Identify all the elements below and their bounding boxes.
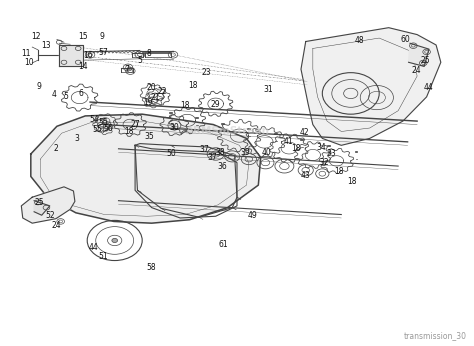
Text: 19: 19 <box>143 98 153 107</box>
Text: 58: 58 <box>146 263 155 272</box>
Text: 24: 24 <box>51 221 61 230</box>
Text: 25: 25 <box>34 198 44 207</box>
Text: ARMSmStrean: ARMSmStrean <box>185 127 270 136</box>
Text: 9: 9 <box>37 82 42 91</box>
Text: 6: 6 <box>78 89 83 98</box>
Text: 37: 37 <box>207 153 217 162</box>
Text: 21: 21 <box>151 93 160 102</box>
Text: 48: 48 <box>355 36 364 45</box>
Text: 34: 34 <box>316 143 326 152</box>
Text: 50: 50 <box>167 149 176 158</box>
Text: 32: 32 <box>320 158 329 167</box>
Text: 16: 16 <box>83 51 92 60</box>
Text: 18: 18 <box>347 177 356 186</box>
Text: 15: 15 <box>78 32 88 41</box>
Text: 56: 56 <box>103 124 113 133</box>
Text: 44: 44 <box>424 83 434 92</box>
Text: 14: 14 <box>78 62 88 71</box>
Text: 5: 5 <box>63 92 68 101</box>
Text: transmission_30: transmission_30 <box>404 331 467 340</box>
Text: 8: 8 <box>147 49 152 58</box>
Text: 18: 18 <box>189 81 198 90</box>
Text: 43: 43 <box>301 171 310 180</box>
Text: 40: 40 <box>262 148 271 157</box>
Text: 37: 37 <box>200 145 210 154</box>
Text: 2: 2 <box>54 144 58 153</box>
Text: 13: 13 <box>41 41 51 50</box>
Circle shape <box>112 238 118 243</box>
Text: 10: 10 <box>25 58 34 67</box>
Text: 31: 31 <box>263 85 273 94</box>
Polygon shape <box>21 187 75 223</box>
Text: 54: 54 <box>89 115 99 124</box>
Text: 55: 55 <box>92 125 102 134</box>
Text: 29: 29 <box>211 100 220 109</box>
Text: 49: 49 <box>247 211 257 220</box>
Text: 18: 18 <box>124 127 134 136</box>
Text: 44: 44 <box>89 243 99 252</box>
Text: 61: 61 <box>219 240 228 249</box>
Polygon shape <box>59 45 83 66</box>
Text: 41: 41 <box>283 137 293 146</box>
Text: 42: 42 <box>300 128 309 137</box>
Text: 23: 23 <box>201 68 211 77</box>
Text: 25: 25 <box>421 56 430 65</box>
Text: 36: 36 <box>217 162 227 171</box>
Text: 22: 22 <box>157 87 167 96</box>
Text: 18: 18 <box>180 101 190 110</box>
Text: 33: 33 <box>326 149 336 158</box>
Text: 51: 51 <box>99 252 108 261</box>
Text: 18: 18 <box>334 167 344 176</box>
Text: 9: 9 <box>100 32 104 41</box>
Text: 20: 20 <box>147 83 156 92</box>
Text: 57: 57 <box>99 48 108 57</box>
Text: 24: 24 <box>411 66 421 75</box>
Text: 3: 3 <box>74 134 79 143</box>
Text: 27: 27 <box>130 120 140 129</box>
Text: 30: 30 <box>170 123 179 132</box>
Text: 38: 38 <box>216 148 225 157</box>
Polygon shape <box>409 43 429 66</box>
Polygon shape <box>31 114 261 223</box>
Polygon shape <box>301 28 441 145</box>
Text: 35: 35 <box>145 132 154 141</box>
Text: 60: 60 <box>401 35 410 44</box>
Text: 18: 18 <box>292 144 301 153</box>
Text: 11: 11 <box>21 49 31 58</box>
Text: 12: 12 <box>31 32 40 41</box>
Text: 7: 7 <box>125 65 129 74</box>
Text: 52: 52 <box>45 211 55 220</box>
Text: 39: 39 <box>241 148 250 157</box>
Text: 5: 5 <box>137 56 142 65</box>
Polygon shape <box>34 201 50 215</box>
Text: 55: 55 <box>99 118 108 127</box>
Text: 4: 4 <box>52 90 57 99</box>
